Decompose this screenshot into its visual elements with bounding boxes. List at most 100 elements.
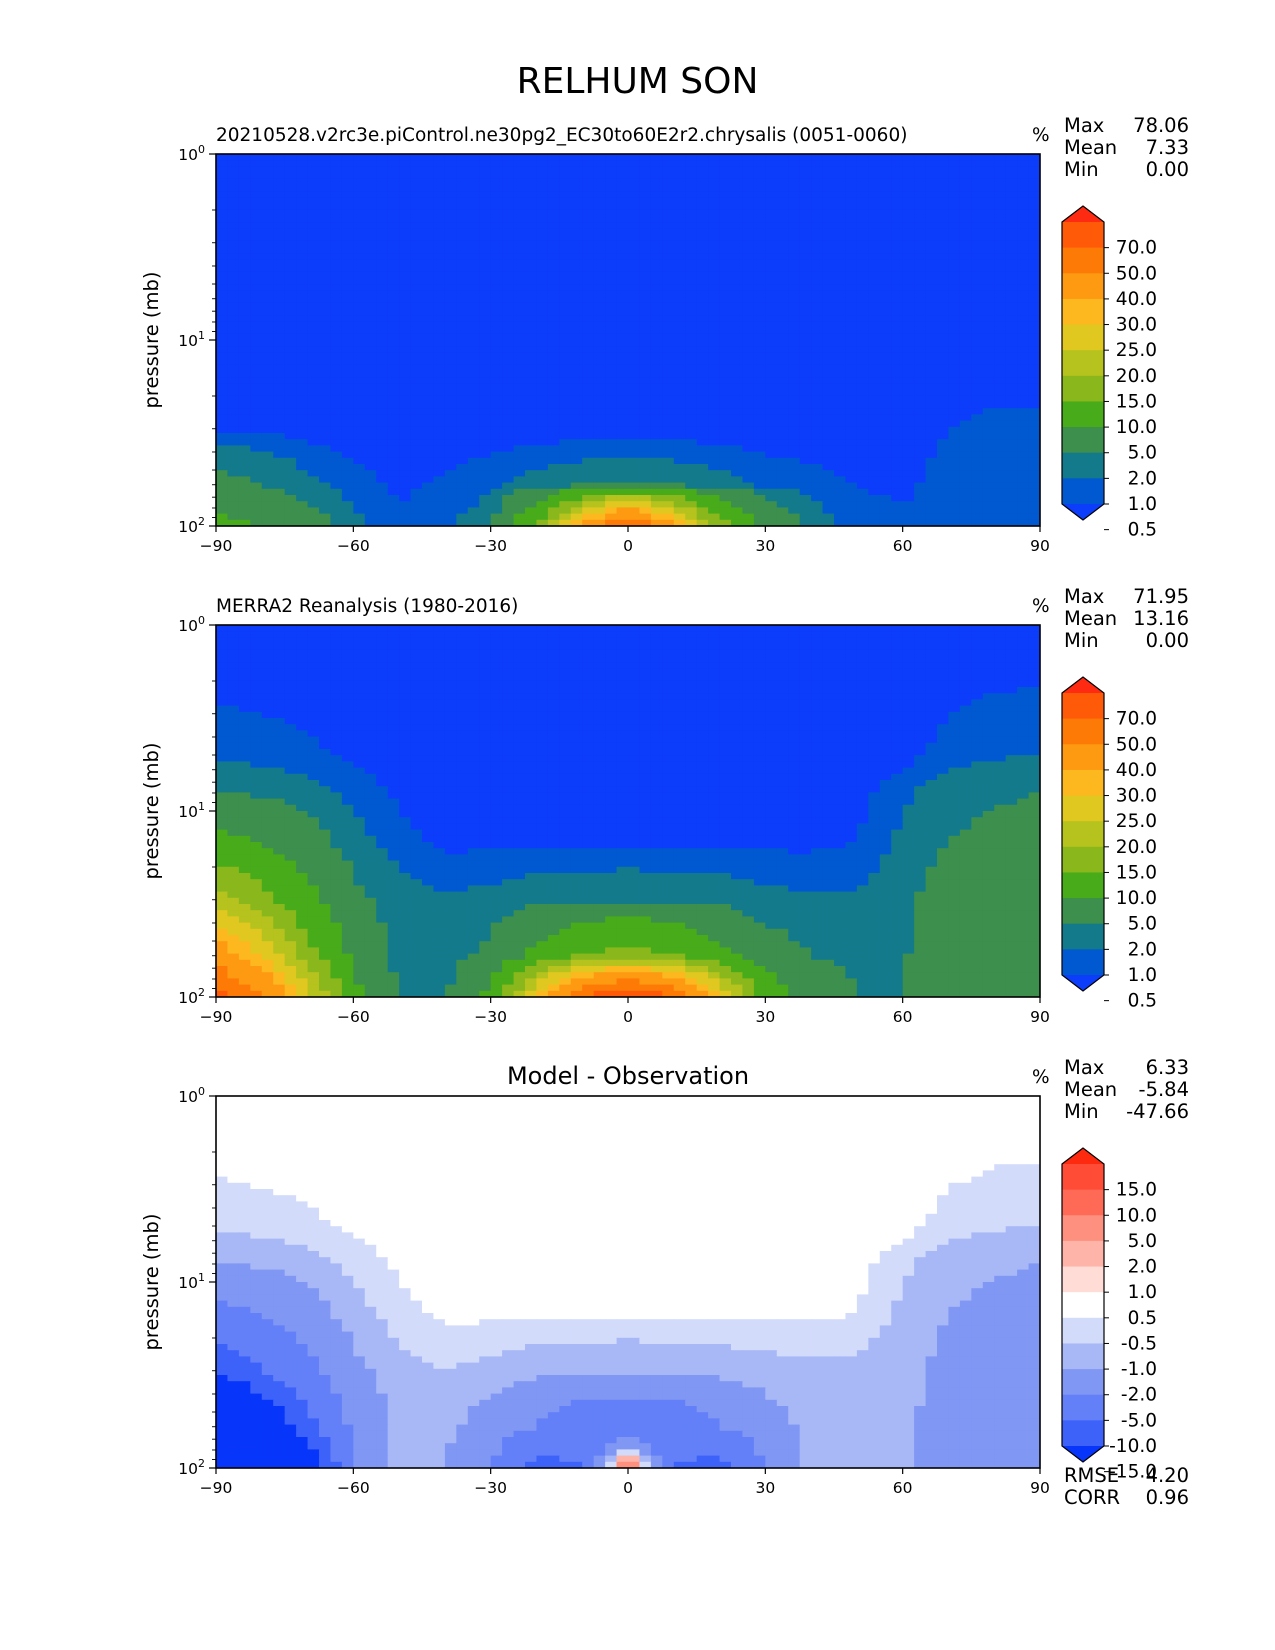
- field-cell: [456, 377, 469, 384]
- field-cell: [261, 271, 274, 279]
- field-cell: [845, 222, 858, 229]
- field-cell: [284, 476, 297, 484]
- field-cell: [948, 271, 961, 279]
- field-cell: [433, 439, 446, 446]
- field-cell: [525, 160, 538, 167]
- field-cell: [822, 216, 835, 223]
- field-cell: [902, 513, 915, 521]
- field-cell: [387, 321, 400, 329]
- field-cell: [559, 371, 572, 378]
- field-cell: [364, 228, 377, 236]
- field-cell: [422, 228, 435, 236]
- field-cell: [513, 247, 526, 254]
- field-cell: [387, 414, 400, 422]
- field-cell: [490, 302, 503, 310]
- field-cell: [856, 191, 869, 198]
- field-cell: [696, 439, 709, 446]
- field-cell: [628, 309, 641, 316]
- field-cell: [662, 321, 675, 329]
- field-cell: [456, 222, 469, 229]
- field-cell: [490, 439, 503, 446]
- field-cell: [994, 662, 1007, 669]
- field-cell: [994, 352, 1007, 360]
- field-cell: [513, 389, 526, 397]
- field-cell: [1005, 371, 1018, 378]
- field-cell: [776, 364, 789, 372]
- field-cell: [708, 253, 721, 260]
- field-cell: [662, 203, 675, 211]
- field-cell: [547, 315, 560, 322]
- field-cell: [753, 228, 766, 236]
- field-cell: [708, 166, 721, 174]
- field-cell: [319, 420, 332, 428]
- field-cell: [776, 203, 789, 211]
- field-cell: [341, 668, 354, 676]
- field-cell: [376, 501, 389, 508]
- field-cell: [948, 501, 961, 508]
- field-cell: [273, 513, 286, 521]
- field-cell: [662, 470, 675, 477]
- field-cell: [891, 402, 904, 409]
- field-cell: [639, 371, 652, 378]
- field-cell: [971, 216, 984, 223]
- field-cell: [502, 501, 515, 508]
- x-tick-label: 60: [893, 537, 913, 555]
- field-cell: [1005, 656, 1018, 663]
- field-cell: [605, 426, 618, 434]
- field-cell: [708, 346, 721, 353]
- field-cell: [765, 302, 778, 310]
- stat-label: Max: [1064, 585, 1104, 608]
- field-cell: [845, 290, 858, 298]
- field-cell: [502, 284, 515, 291]
- field-cell: [525, 333, 538, 341]
- field-cell: [616, 519, 629, 526]
- field-cell: [914, 290, 927, 298]
- field-cell: [513, 513, 526, 521]
- field-cell: [914, 408, 927, 415]
- field-cell: [731, 178, 744, 186]
- field-cell: [444, 278, 457, 285]
- field-cell: [937, 414, 950, 422]
- field-cell: [502, 402, 515, 409]
- field-cell: [994, 203, 1007, 211]
- field-cell: [982, 451, 995, 459]
- field-cell: [559, 309, 572, 316]
- field-cell: [593, 451, 606, 459]
- field-cell: [879, 501, 892, 508]
- field-cell: [284, 346, 297, 353]
- field-cell: [994, 402, 1007, 409]
- field-cell: [971, 259, 984, 267]
- field-cell: [387, 649, 400, 657]
- field-cell: [650, 271, 663, 279]
- field-cell: [628, 470, 641, 477]
- field-cell: [914, 625, 927, 632]
- field-cell: [399, 197, 412, 205]
- field-cell: [284, 203, 297, 211]
- field-cell: [1028, 631, 1040, 638]
- field-cell: [742, 649, 755, 657]
- field-cell: [868, 234, 881, 242]
- field-cell: [433, 377, 446, 384]
- field-cell: [227, 290, 240, 298]
- field-cell: [868, 445, 881, 453]
- field-cell: [216, 439, 229, 446]
- field-cell: [914, 197, 927, 205]
- field-cell: [227, 309, 240, 316]
- field-cell: [696, 495, 709, 502]
- field-cell: [216, 451, 229, 459]
- field-cell: [273, 420, 286, 428]
- field-cell: [513, 172, 526, 180]
- field-cell: [479, 259, 492, 267]
- field-cell: [742, 259, 755, 267]
- field-cell: [834, 433, 847, 440]
- field-cell: [937, 259, 950, 267]
- field-cell: [937, 178, 950, 186]
- field-cell: [376, 668, 389, 676]
- field-cell: [685, 408, 698, 415]
- field-cell: [948, 507, 961, 515]
- field-cell: [616, 166, 629, 174]
- field-cell: [959, 507, 972, 515]
- field-cell: [788, 302, 801, 310]
- field-cell: [593, 340, 606, 347]
- field-cell: [845, 247, 858, 254]
